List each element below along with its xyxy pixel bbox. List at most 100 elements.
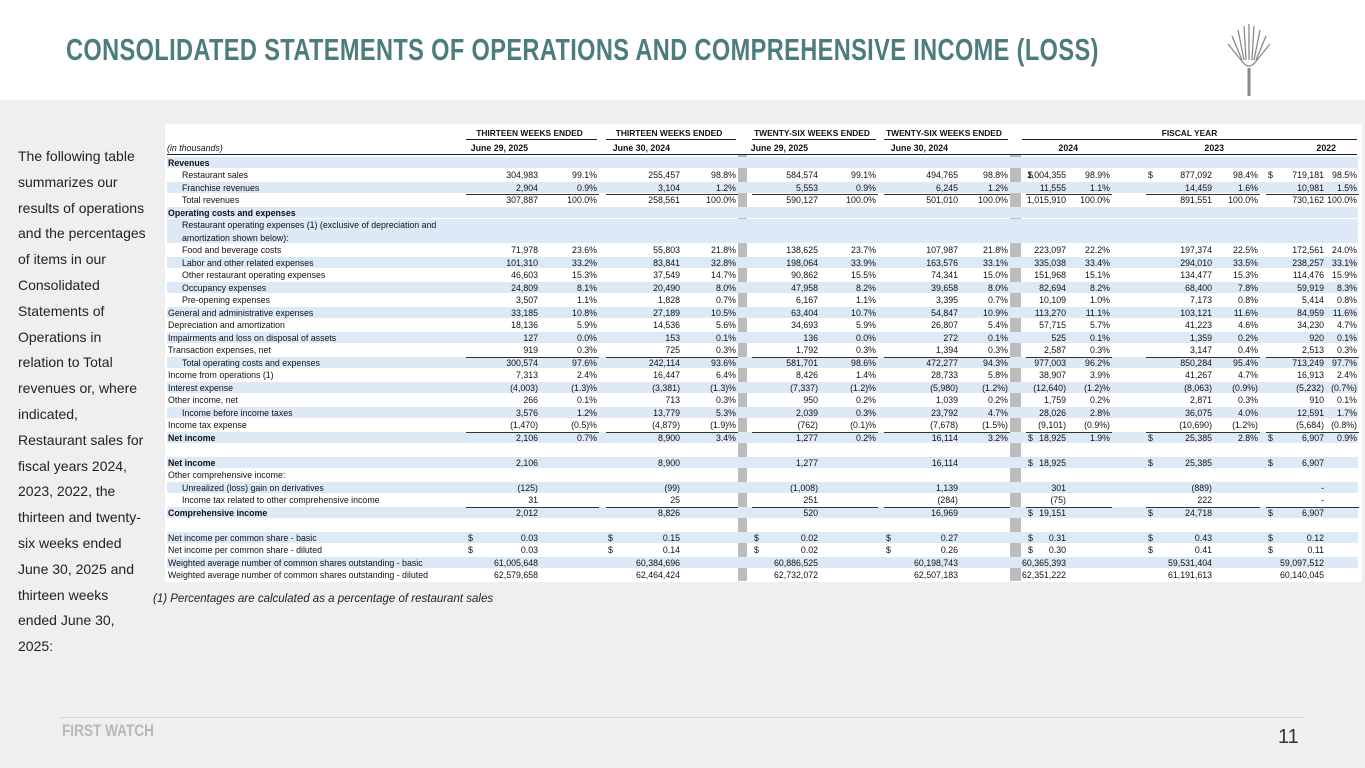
value-cell: 34,693 (791, 320, 818, 330)
percent-cell: 0.3% (855, 407, 876, 418)
percent-cell: 0.9% (855, 182, 876, 193)
value-cell: 472,277 (926, 357, 958, 368)
row-band (167, 219, 1358, 243)
percent-cell: 0.3% (1237, 395, 1258, 405)
total-rule (1026, 506, 1112, 508)
row-label: Comprehensive income (168, 507, 268, 518)
currency-symbol: $ (1148, 170, 1153, 180)
value-cell: 68,400 (1185, 282, 1212, 293)
percent-cell: 11.6% (1233, 307, 1258, 318)
percent-cell: 3.9% (1089, 370, 1110, 380)
percent-cell: (1.2%) (1232, 420, 1258, 430)
value-cell: (5,684) (1296, 420, 1324, 430)
value-cell: 0.30 (1048, 545, 1066, 555)
value-cell: 10,109 (1039, 295, 1066, 305)
value-cell: 59,531,404 (1167, 557, 1212, 568)
header-rule (1022, 139, 1357, 140)
currency-symbol: $ (1028, 532, 1033, 543)
value-cell: (9,101) (1038, 420, 1066, 430)
value-cell: 238,257 (1292, 257, 1324, 268)
value-cell: 3,395 (935, 295, 958, 305)
percent-cell: 98.8% (983, 170, 1008, 180)
row-band (167, 481, 1358, 493)
row-label: Other comprehensive income: (168, 470, 286, 480)
row-band (167, 206, 1358, 218)
group-header: TWENTY-SIX WEEKS ENDED (886, 128, 1002, 138)
percent-cell: 11.6% (1332, 307, 1357, 318)
percent-cell: 0.3% (715, 395, 736, 405)
percent-cell: 94.3% (983, 357, 1008, 368)
value-cell: 0.15 (662, 532, 680, 543)
value-cell: 6,167 (795, 295, 818, 305)
percent-cell: 0.2% (1237, 332, 1258, 343)
total-rule (1026, 431, 1112, 433)
percent-cell: (1.2%) (982, 382, 1008, 393)
percent-cell: 4.7% (1237, 370, 1258, 380)
currency-symbol: $ (754, 545, 759, 555)
value-cell: 0.43 (1194, 532, 1212, 543)
total-rule (752, 194, 878, 195)
value-cell: (284) (937, 495, 958, 505)
percent-cell: 6.4% (715, 370, 736, 380)
total-rule (752, 506, 878, 508)
value-cell: 1,004,355 (1026, 170, 1066, 180)
percent-cell: 0.3% (715, 345, 736, 355)
percent-cell: 33.1% (1332, 257, 1357, 268)
value-cell: (7,678) (930, 420, 958, 430)
value-cell: 46,603 (511, 270, 538, 280)
currency-symbol: $ (1268, 545, 1273, 555)
row-label: Operating costs and expenses (168, 207, 296, 218)
row-label: Restaurant sales (182, 170, 249, 180)
percent-cell: (0.5)% (571, 420, 597, 430)
percent-cell: 33.2% (572, 257, 597, 268)
fork-icon (1227, 24, 1271, 96)
column-header: June 30, 2024 (612, 143, 670, 153)
percent-cell: 33.9% (851, 257, 876, 268)
percent-cell: 4.0% (1237, 407, 1258, 418)
group-header: FISCAL YEAR (1161, 128, 1218, 138)
value-cell: 2,871 (1189, 395, 1212, 405)
value-cell: 138,625 (786, 245, 818, 255)
row-label: Income tax expense (168, 420, 247, 430)
percent-cell: 100.0% (706, 195, 736, 205)
percent-cell: 33.5% (1233, 257, 1258, 268)
percent-cell: (1.3)% (571, 382, 597, 393)
percent-cell: 4.7% (1336, 320, 1357, 330)
percent-cell: 8.0% (987, 282, 1008, 293)
column-header: June 29, 2025 (750, 143, 808, 153)
percent-cell: 10.7% (851, 307, 876, 318)
percent-cell: 0.2% (855, 395, 876, 405)
percent-cell: 2.4% (1336, 370, 1357, 380)
header-rule (167, 154, 1357, 155)
percent-cell: 0.1% (715, 332, 736, 343)
percent-cell: (1.5%) (982, 420, 1008, 430)
value-cell: 6,907 (1301, 432, 1324, 443)
row-label: Revenues (168, 157, 210, 168)
value-cell: 198,064 (786, 257, 818, 268)
value-cell: 61,191,613 (1167, 570, 1212, 580)
total-rule (752, 431, 878, 433)
total-rule (884, 431, 1010, 433)
value-cell: 16,114 (931, 457, 958, 468)
percent-cell: 98.6% (851, 357, 876, 368)
value-cell: 18,925 (1039, 432, 1066, 443)
percent-cell: 0.1% (987, 332, 1008, 343)
value-cell: 294,010 (1180, 257, 1212, 268)
value-cell: 920 (1309, 332, 1324, 343)
value-cell: 0.03 (520, 532, 538, 543)
row-label: Net income per common share - basic (168, 532, 317, 543)
value-cell: 127 (523, 332, 538, 343)
percent-cell: 4.6% (1237, 320, 1258, 330)
currency-symbol: $ (468, 545, 473, 555)
value-cell: 713 (665, 395, 680, 405)
value-cell: 891,551 (1180, 195, 1212, 205)
row-label: Income tax related to other comprehensiv… (182, 495, 380, 505)
value-cell: (99) (664, 482, 680, 493)
value-cell: 266 (523, 395, 538, 405)
value-cell: 31 (528, 495, 538, 505)
value-cell: 713,249 (1292, 357, 1324, 368)
value-cell: 37,549 (653, 270, 680, 280)
currency-symbol: $ (1148, 507, 1153, 518)
value-cell: (4,879) (652, 420, 680, 430)
percent-cell: 1.1% (855, 295, 876, 305)
